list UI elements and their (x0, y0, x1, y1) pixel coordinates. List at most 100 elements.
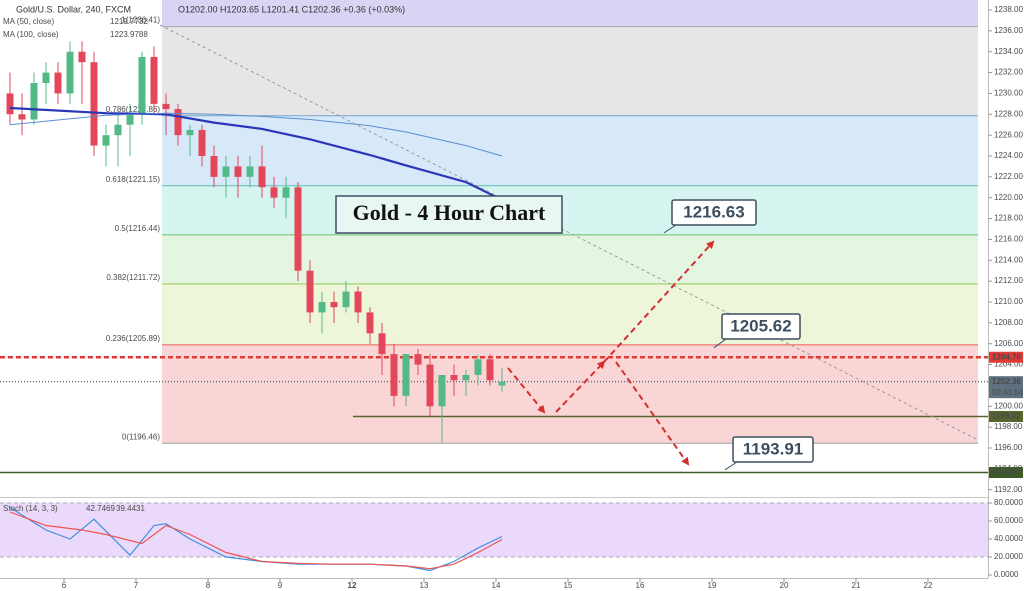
trend-line (159, 24, 979, 441)
annotations: 1216.63 1205.62 1193.91 (663, 199, 814, 471)
price-badge-label: 1204.70 (992, 352, 1021, 361)
target-label: 1216.63 (683, 202, 744, 221)
y-tick-label: 1204.00 (994, 360, 1023, 369)
y-tick-label: 1212.00 (994, 276, 1023, 285)
price-badge-label: 1199.02 (992, 412, 1021, 421)
candle-body (270, 187, 278, 198)
fib-label: 0.382(1211.72) (106, 273, 160, 282)
candle-body (438, 374, 446, 407)
y-tick-label: 1236.00 (994, 26, 1023, 35)
y-tick-label: 1206.00 (994, 339, 1023, 348)
x-tick-label: 12 (348, 581, 357, 590)
candle-body (234, 166, 242, 177)
candle-body (186, 129, 194, 136)
arrow (603, 240, 715, 363)
candle-body (498, 381, 506, 386)
price-badge (989, 466, 1023, 478)
legend-value: 1223.9788 (110, 30, 148, 39)
price-badge-label: 1202.36 (992, 377, 1021, 386)
x-tick-label: 7 (134, 581, 139, 590)
candle-body (18, 114, 26, 120)
fib-label: 0.236(1205.89) (106, 334, 161, 343)
candle-body (126, 114, 134, 125)
candle-body (222, 166, 230, 177)
target-box (732, 436, 814, 463)
target-connector (663, 224, 677, 234)
y-tick-label: 1226.00 (994, 130, 1023, 139)
candle-body (318, 301, 326, 313)
fib-label: 0(1196.46) (122, 432, 160, 441)
y-tick-label: 1220.00 (994, 193, 1023, 202)
candle-body (78, 51, 86, 63)
y-tick-label: 1216.00 (994, 235, 1023, 244)
countdown: 02:41:54 (992, 388, 1024, 397)
y-tick-label: 1198.00 (994, 422, 1023, 431)
candle-body (486, 359, 494, 381)
price-badge (989, 376, 1023, 399)
price-axis: 1192.001194.001196.001198.001200.001202.… (988, 0, 1024, 591)
x-tick-label: 19 (708, 581, 717, 590)
y-tick-label: 1230.00 (994, 89, 1023, 98)
y-tick-label: 1196.00 (994, 443, 1023, 452)
price-badge (989, 351, 1023, 363)
candle-body (90, 62, 98, 146)
candle-body (42, 72, 50, 84)
candle-body (138, 56, 146, 115)
candle-body (378, 333, 386, 355)
candle-body (162, 103, 170, 110)
candle-body (246, 166, 254, 177)
moving-average (9, 112, 503, 157)
x-tick-label: 14 (492, 581, 501, 590)
candle-body (354, 291, 362, 313)
forecast-arrows (507, 240, 715, 466)
x-tick-label: 8 (206, 581, 211, 590)
chart-title: Gold - 4 Hour Chart (353, 200, 546, 225)
price-panel (0, 41, 988, 474)
target-connector (713, 338, 727, 349)
candle-body (390, 354, 398, 396)
x-tick-label: 15 (564, 581, 573, 590)
y-tick-label: 1208.00 (994, 318, 1023, 327)
y-tick-label: 1222.00 (994, 172, 1023, 181)
stoch-band (0, 503, 988, 557)
fib-label: 0.5(1216.44) (115, 224, 161, 233)
x-tick-label: 16 (636, 581, 645, 590)
legend-value: 1219.7732 (110, 17, 148, 26)
candle-body (474, 359, 482, 375)
x-tick-label: 21 (852, 581, 861, 590)
candle-body (30, 83, 38, 120)
arrow (555, 360, 606, 413)
target-label: 1205.62 (730, 316, 791, 335)
x-tick-label: 9 (278, 581, 283, 590)
x-tick-label: 22 (924, 581, 933, 590)
y-tick-label: 1200.00 (994, 401, 1023, 410)
price-badge (989, 410, 1023, 422)
candle-body (198, 129, 206, 157)
candle-body (426, 364, 434, 407)
candle-body (306, 270, 314, 313)
candle-body (402, 354, 410, 396)
target-box (671, 199, 757, 226)
y-tick-label: 1210.00 (994, 297, 1023, 306)
stoch-tick-label: 80.0000 (994, 498, 1023, 507)
x-tick-label: 13 (420, 581, 429, 590)
price-badge-label: 1193.65 (992, 468, 1021, 477)
stoch-line (9, 511, 503, 570)
y-tick-label: 1228.00 (994, 109, 1023, 118)
candle-body (342, 291, 350, 308)
arrow (615, 361, 690, 466)
stoch-tick-label: 40.0000 (994, 534, 1023, 543)
y-tick-label: 1232.00 (994, 68, 1023, 77)
stoch-title: Stoch (14, 3, 3) (3, 504, 58, 513)
target-box (721, 313, 801, 340)
fib-label: 0.618(1221.15) (106, 175, 161, 184)
y-tick-label: 1224.00 (994, 151, 1023, 160)
stoch-value: 39.4431 (116, 504, 145, 513)
stoch-tick-label: 20.0000 (994, 552, 1023, 561)
symbol: Gold/U.S. Dollar, 240, FXCM (16, 4, 131, 14)
candle-body (462, 374, 470, 381)
fib-zone (162, 26, 978, 116)
candle-body (6, 93, 14, 115)
